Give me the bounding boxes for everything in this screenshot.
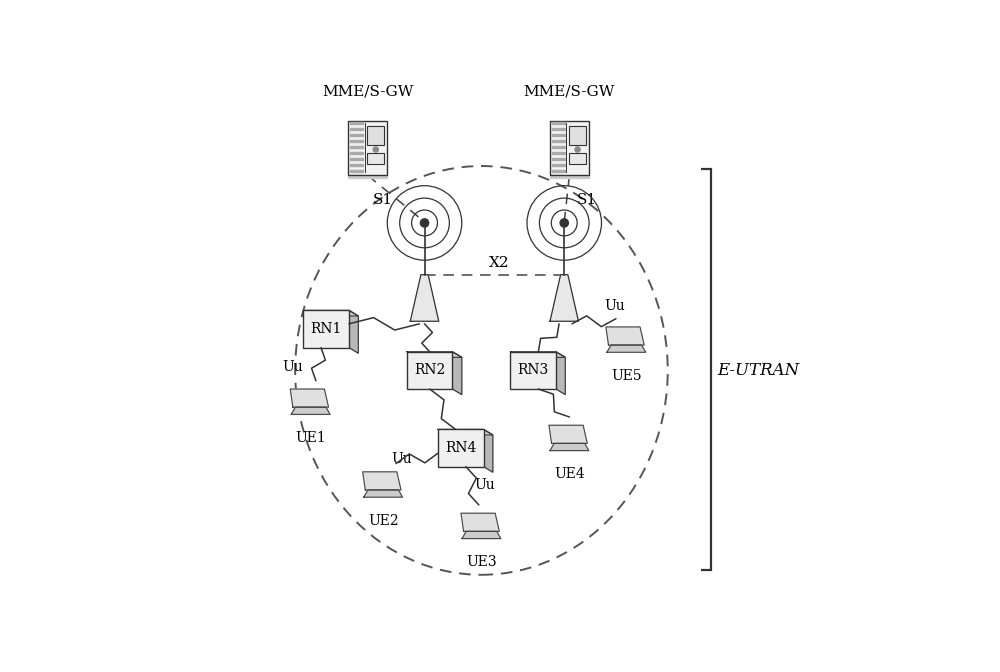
Text: S1: S1	[373, 193, 393, 207]
Text: E-UTRAN: E-UTRAN	[717, 362, 799, 379]
Polygon shape	[350, 134, 363, 136]
Polygon shape	[303, 310, 358, 316]
Polygon shape	[350, 146, 363, 149]
Polygon shape	[552, 128, 565, 130]
Text: Uu: Uu	[391, 452, 412, 466]
Polygon shape	[438, 429, 493, 435]
Circle shape	[575, 147, 580, 152]
Text: RN4: RN4	[445, 441, 476, 455]
Text: UE5: UE5	[611, 369, 642, 383]
Bar	[510, 351, 556, 389]
Bar	[550, 121, 589, 175]
Polygon shape	[552, 122, 565, 124]
Text: Uu: Uu	[605, 299, 625, 312]
Polygon shape	[291, 407, 330, 415]
Polygon shape	[556, 351, 565, 394]
Bar	[303, 310, 349, 347]
Polygon shape	[452, 351, 462, 394]
Polygon shape	[552, 153, 565, 155]
Polygon shape	[363, 472, 401, 490]
Polygon shape	[552, 159, 565, 161]
Text: Uu: Uu	[282, 360, 303, 374]
Text: Uu: Uu	[475, 478, 495, 493]
Polygon shape	[350, 170, 363, 172]
Polygon shape	[607, 345, 646, 352]
Bar	[367, 126, 384, 145]
Polygon shape	[350, 164, 363, 166]
Polygon shape	[348, 175, 387, 178]
Polygon shape	[407, 351, 462, 358]
Circle shape	[373, 147, 378, 152]
Polygon shape	[350, 128, 363, 130]
Polygon shape	[350, 159, 363, 161]
Polygon shape	[510, 351, 565, 358]
Text: X2: X2	[489, 255, 510, 269]
Text: RN2: RN2	[414, 364, 445, 378]
Polygon shape	[462, 532, 501, 538]
Text: UE1: UE1	[295, 431, 326, 445]
Text: RN3: RN3	[518, 364, 549, 378]
Polygon shape	[364, 490, 403, 497]
Polygon shape	[606, 327, 644, 345]
Polygon shape	[350, 153, 363, 155]
Bar	[367, 153, 384, 164]
Bar	[569, 126, 586, 145]
Text: MME/S-GW: MME/S-GW	[524, 85, 615, 99]
Polygon shape	[290, 389, 329, 407]
Text: S1: S1	[577, 193, 597, 207]
Circle shape	[420, 219, 429, 227]
Polygon shape	[550, 275, 578, 321]
Polygon shape	[550, 444, 589, 451]
Circle shape	[560, 219, 568, 227]
Text: RN1: RN1	[311, 322, 342, 336]
Bar	[407, 351, 452, 389]
Polygon shape	[484, 429, 493, 472]
Polygon shape	[550, 175, 589, 178]
Text: UE3: UE3	[466, 555, 497, 569]
Text: MME/S-GW: MME/S-GW	[322, 85, 413, 99]
Polygon shape	[552, 170, 565, 172]
Polygon shape	[552, 134, 565, 136]
Text: UE2: UE2	[368, 513, 398, 528]
Text: UE4: UE4	[554, 467, 585, 481]
Polygon shape	[552, 146, 565, 149]
Bar	[438, 429, 484, 466]
Polygon shape	[549, 425, 587, 444]
Polygon shape	[461, 513, 499, 532]
Polygon shape	[349, 310, 358, 353]
Polygon shape	[410, 275, 439, 321]
Polygon shape	[552, 164, 565, 166]
Bar	[569, 153, 586, 164]
Polygon shape	[350, 140, 363, 142]
Bar	[348, 121, 387, 175]
Polygon shape	[552, 140, 565, 142]
Polygon shape	[350, 122, 363, 124]
